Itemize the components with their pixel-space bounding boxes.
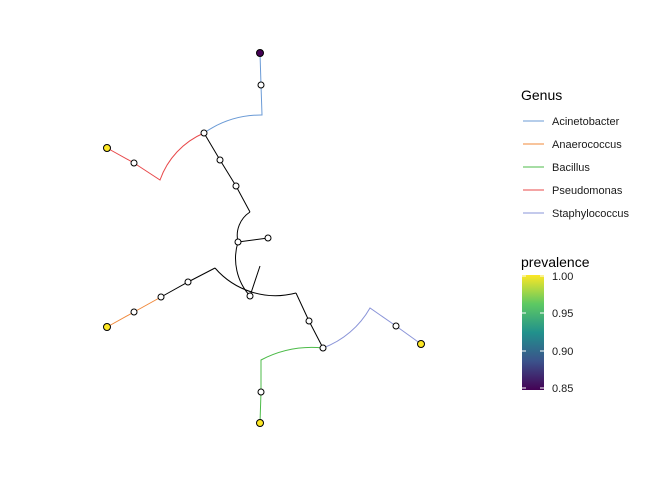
node <box>392 322 400 330</box>
tree-backbone <box>160 132 324 349</box>
colorbar-tick-label: 0.90 <box>552 346 573 358</box>
node <box>246 292 254 300</box>
node <box>305 317 313 325</box>
genus-legend: Genus Acinetobacter Anaerococcus Bacillu… <box>521 87 630 220</box>
colorbar-tick-label: 0.85 <box>552 383 573 395</box>
genus-legend-item: Staphylococcus <box>523 208 630 220</box>
node <box>234 238 242 246</box>
node <box>184 278 192 286</box>
genus-legend-item: Pseudomonas <box>523 185 623 197</box>
node <box>157 293 165 301</box>
node <box>216 156 224 164</box>
node <box>257 81 265 89</box>
legend-label: Staphylococcus <box>552 208 630 220</box>
legend-label: Bacillus <box>552 162 590 174</box>
tip-anaerococcus <box>103 323 111 331</box>
edge-acinetobacter <box>203 52 263 134</box>
genus-legend-item: Bacillus <box>523 162 590 174</box>
node <box>200 129 208 137</box>
genus-legend-item: Anaerococcus <box>523 139 622 151</box>
tip-bacillus <box>256 419 264 427</box>
lower-arc <box>214 267 297 297</box>
node <box>232 182 240 190</box>
tip-staphylococcus <box>417 340 425 348</box>
node <box>130 308 138 316</box>
edge-lower-stem <box>249 265 261 297</box>
node <box>264 234 272 242</box>
legend-label: Pseudomonas <box>552 185 623 197</box>
prevalence-legend: prevalence 1.00 0.95 0.90 0.85 <box>521 254 590 395</box>
edge-upper-clade <box>203 132 251 213</box>
edge-bacillus <box>259 346 324 424</box>
genus-legend-item: Acinetobacter <box>523 116 620 128</box>
node <box>257 388 265 396</box>
edge-pseudomonas <box>106 132 205 181</box>
internal-nodes <box>130 81 400 396</box>
legend-label: Anaerococcus <box>552 139 622 151</box>
edge-staphylococcus <box>322 307 422 349</box>
colorbar-tick-label: 1.00 <box>552 271 573 283</box>
prevalence-colorbar <box>522 275 544 390</box>
tip-nodes <box>103 49 425 427</box>
prevalence-legend-title: prevalence <box>521 254 590 270</box>
root-arc <box>235 211 251 297</box>
genus-legend-title: Genus <box>521 87 562 103</box>
legend-label: Acinetobacter <box>552 116 620 128</box>
node <box>130 159 138 167</box>
colorbar-tick-label: 0.95 <box>552 308 573 320</box>
edge-root-inner <box>237 237 269 243</box>
colorbar-ticks <box>522 275 544 389</box>
tip-pseudomonas <box>103 144 111 152</box>
node <box>319 344 327 352</box>
genus-edges <box>106 52 422 424</box>
tip-acinetobacter <box>256 49 264 57</box>
